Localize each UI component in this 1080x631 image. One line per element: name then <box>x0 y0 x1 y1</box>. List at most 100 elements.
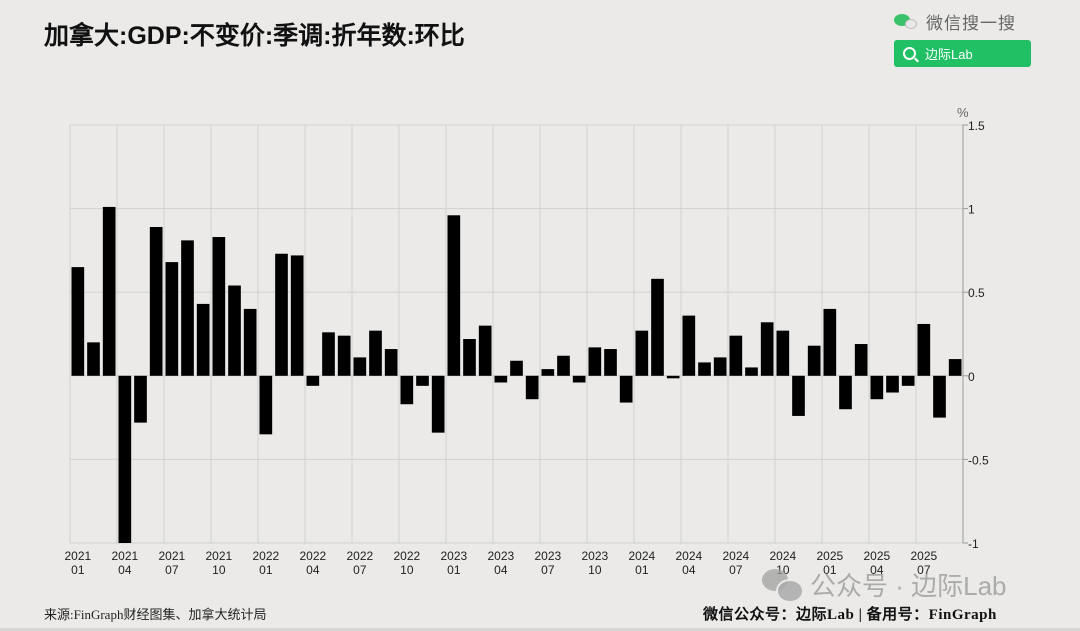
x-tick-month: 04 <box>306 563 320 577</box>
bar-2023-01 <box>447 215 461 376</box>
bar-2022-03 <box>290 255 304 376</box>
x-tick-month: 01 <box>71 563 85 577</box>
x-tick-month: 01 <box>447 563 461 577</box>
x-tick-year: 2022 <box>299 549 326 563</box>
wechat-search-button[interactable]: 边际Lab <box>894 40 1031 67</box>
watermark-text: 公众号 · 边际Lab <box>810 571 1007 601</box>
bar-2023-12 <box>619 375 633 403</box>
bar-2023-07 <box>541 369 555 376</box>
bar-2023-05 <box>510 360 523 376</box>
x-tick-month: 04 <box>682 563 696 577</box>
bar-2024-03 <box>666 375 680 379</box>
y-tick-label: -0.5 <box>968 453 989 467</box>
x-tick-month: 07 <box>165 563 179 577</box>
wechat-search-button-text: 边际Lab <box>925 47 973 62</box>
bar-2023-03 <box>478 325 492 376</box>
x-tick-year: 2024 <box>722 549 749 563</box>
bar-2021-11 <box>228 285 241 376</box>
bar-2024-12 <box>807 345 821 376</box>
bar-2022-07 <box>353 357 367 376</box>
bar-2024-11 <box>792 375 805 416</box>
bar-2024-02 <box>651 278 664 376</box>
x-tick-month: 04 <box>118 563 132 577</box>
x-tick-year: 2023 <box>440 549 467 563</box>
bar-2021-05 <box>134 375 147 423</box>
bar-2024-01 <box>635 330 649 376</box>
account-note: 微信公众号：边际Lab | 备用号：FinGraph <box>703 607 997 623</box>
bar-2023-08 <box>557 355 570 376</box>
y-tick-label: 1 <box>968 203 975 217</box>
bar-2025-01 <box>823 308 837 376</box>
bar-2023-09 <box>572 375 586 383</box>
x-tick-year: 2022 <box>346 549 373 563</box>
bar-2021-06 <box>149 226 163 376</box>
wechat-search-widget: 微信搜一搜 边际Lab <box>894 8 1034 67</box>
bar-2023-06 <box>525 375 539 400</box>
x-tick-year: 2023 <box>487 549 514 563</box>
bar-2022-09 <box>384 349 398 376</box>
x-tick-month: 07 <box>917 563 931 577</box>
x-tick-year: 2025 <box>863 549 890 563</box>
bar-2025-05 <box>886 375 899 393</box>
x-tick-year: 2023 <box>534 549 561 563</box>
bar-2023-02 <box>463 339 476 376</box>
x-tick-year: 2022 <box>252 549 279 563</box>
x-tick-year: 2025 <box>816 549 843 563</box>
x-axis-labels: 2021012021042021072021102022012022042022… <box>64 549 937 577</box>
x-tick-month: 10 <box>212 563 226 577</box>
bar-2025-04 <box>870 375 884 400</box>
y-tick-label: 0.5 <box>968 286 985 300</box>
x-tick-month: 04 <box>494 563 508 577</box>
y-axis: 1.5 1 0.5 0 -0.5 -1% <box>957 105 989 551</box>
bar-2024-08 <box>745 367 758 376</box>
x-tick-month: 04 <box>870 563 884 577</box>
bar-2023-04 <box>494 375 508 383</box>
x-tick-year: 2022 <box>393 549 420 563</box>
bar-2025-03 <box>854 344 868 376</box>
source-note: 来源:FinGraph财经图集、加拿大统计局 <box>44 607 267 622</box>
bar-2022-02 <box>275 253 288 376</box>
wechat-watermark-icon <box>762 568 804 603</box>
x-tick-month: 07 <box>353 563 367 577</box>
x-tick-month: 10 <box>400 563 414 577</box>
watermark: 公众号 · 边际Lab <box>762 566 1007 603</box>
x-tick-month: 07 <box>729 563 743 577</box>
bar-2022-05 <box>322 332 335 376</box>
x-tick-year: 2021 <box>111 549 138 563</box>
bar-2021-09 <box>196 303 210 376</box>
x-tick-month: 07 <box>541 563 555 577</box>
x-tick-year: 2023 <box>581 549 608 563</box>
bar-2022-04 <box>306 375 320 386</box>
bar-2023-11 <box>604 349 617 376</box>
y-tick-label: 1.5 <box>968 119 985 133</box>
x-tick-year: 2021 <box>64 549 91 563</box>
x-tick-month: 01 <box>823 563 837 577</box>
bar-2024-06 <box>713 357 727 376</box>
bar-2021-07 <box>165 262 179 376</box>
bar-2024-07 <box>729 335 743 376</box>
bar-2022-10 <box>400 375 414 405</box>
bar-2023-10 <box>588 347 602 376</box>
bar-2021-10 <box>212 237 226 376</box>
bar-2022-01 <box>259 375 273 435</box>
chart-title: 加拿大:GDP:不变价:季调:折年数:环比 <box>44 22 465 50</box>
bar-2021-04 <box>118 375 132 543</box>
x-tick-year: 2024 <box>675 549 702 563</box>
bar-2022-11 <box>416 375 429 386</box>
bar-2021-01 <box>71 267 85 376</box>
bar-2022-12 <box>431 375 445 433</box>
x-tick-year: 2025 <box>910 549 937 563</box>
wechat-logo-icon <box>894 12 918 30</box>
bar-2025-02 <box>839 375 852 410</box>
bar-2024-05 <box>698 362 711 376</box>
x-tick-year: 2024 <box>769 549 796 563</box>
x-tick-month: 01 <box>635 563 649 577</box>
x-tick-year: 2021 <box>158 549 185 563</box>
bar-2022-08 <box>369 330 382 376</box>
y-axis-unit: % <box>957 105 969 120</box>
search-icon <box>903 47 916 60</box>
bar-2025-07 <box>917 323 931 376</box>
bottom-divider <box>0 628 1080 631</box>
bar-2021-08 <box>181 240 194 376</box>
